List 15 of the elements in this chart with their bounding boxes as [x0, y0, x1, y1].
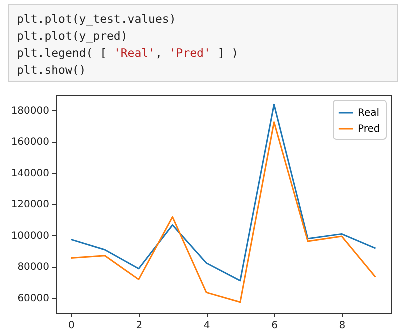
x-tick-label: 8 [339, 320, 346, 332]
legend-label: Real [358, 108, 380, 119]
x-tick-label: 0 [68, 320, 75, 332]
x-tick-label: 4 [204, 320, 210, 332]
x-tick-label: 2 [136, 320, 143, 332]
x-tick-label: 6 [272, 320, 278, 332]
legend-label: Pred [358, 124, 380, 135]
y-tick-label: 180000 [11, 106, 50, 117]
y-tick-label: 60000 [18, 293, 50, 304]
y-tick-label: 140000 [11, 168, 50, 180]
y-tick-label: 160000 [11, 137, 50, 148]
y-tick-label: 120000 [11, 200, 50, 211]
text: plt.plot(y_test.values) plt.plot(y_pred) plt.legend( [ 'Real', 'Pred' ] ) plt.show() [17, 12, 239, 77]
y-tick-label: 100000 [11, 230, 50, 242]
y-tick-label: 80000 [18, 262, 50, 274]
